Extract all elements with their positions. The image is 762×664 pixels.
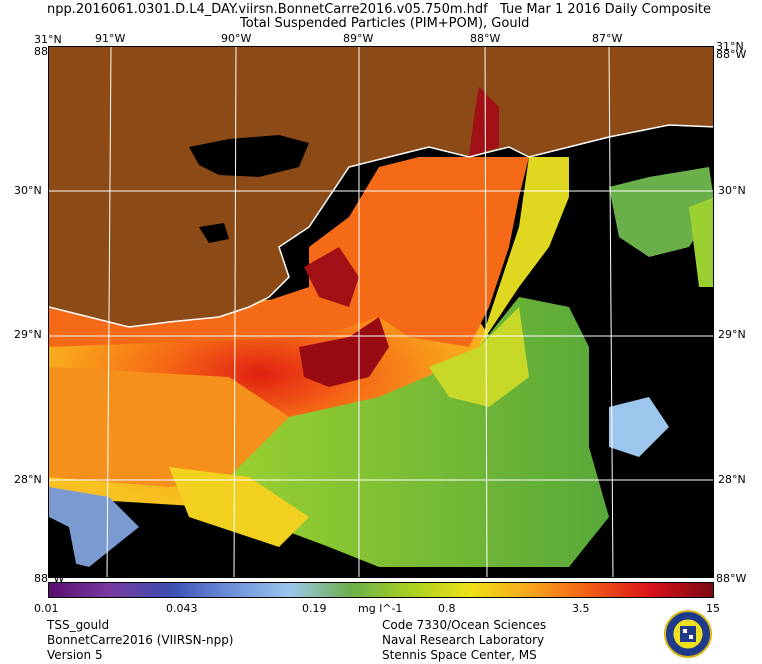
far-east-patch — [689, 197, 713, 287]
yellow-transition-water — [479, 157, 569, 347]
nodata-southwest — [49, 517, 79, 577]
lat-label-30n-right: 30°N — [718, 184, 746, 197]
mobile-bay — [469, 87, 499, 157]
lat-label-28n-right: 28°N — [718, 473, 746, 486]
lat-label-30n-left: 30°N — [14, 184, 42, 197]
lon-label-91w: 91°W — [95, 32, 126, 45]
footer-version: Version 5 — [47, 648, 103, 662]
graticule — [49, 47, 713, 577]
inland-lake — [199, 223, 229, 243]
breton-sound-plume — [304, 247, 359, 307]
meridian-91w — [106, 47, 112, 577]
corner-lon-bottom-right: 88°W — [716, 572, 747, 585]
meridian-90w — [233, 47, 237, 577]
yellow-patch — [169, 467, 309, 547]
colorbar-tick-4: 3.5 — [572, 602, 590, 615]
footer-product-name: TSS_gould — [47, 618, 110, 632]
eastern-green-patch — [609, 167, 713, 257]
land-mass — [49, 47, 713, 327]
meridian-87w — [608, 47, 614, 577]
colorbar-unit: mg l^-1 — [358, 602, 403, 615]
satellite-map — [49, 47, 713, 577]
footer-location: Stennis Space Center, MS — [382, 648, 537, 662]
colorbar-tick-1: 0.043 — [166, 602, 198, 615]
lat-label-29n-left: 29°N — [14, 328, 42, 341]
lat-label-29n-right: 29°N — [718, 328, 746, 341]
colorbar-tick-5: 15 — [706, 602, 720, 615]
yellow-green-band — [429, 307, 529, 407]
lon-label-88w: 88°W — [470, 32, 501, 45]
southwest-water — [49, 367, 289, 487]
lon-label-87w: 87°W — [592, 32, 623, 45]
product-title: Total Suspended Particles (PIM+POM), Gou… — [240, 16, 530, 31]
date-title: Tue Mar 1 2016 Daily Composite — [500, 2, 712, 17]
footer-org-name: Naval Research Laboratory — [382, 633, 545, 647]
colorbar — [48, 582, 714, 598]
light-blue-patch — [609, 397, 669, 457]
map-panel — [48, 46, 714, 578]
corner-lon-top-right: 88°W — [716, 48, 747, 61]
meridian-88w — [484, 47, 488, 577]
lon-label-90w: 90°W — [221, 32, 252, 45]
coastline — [49, 124, 713, 328]
river-mouth-plume — [299, 317, 389, 387]
lon-label-89w: 89°W — [343, 32, 374, 45]
colorbar-tick-2: 0.19 — [302, 602, 327, 615]
colorbar-tick-0: 0.01 — [34, 602, 59, 615]
nrl-logo-icon — [664, 610, 712, 658]
lake-pontchartrain — [189, 135, 309, 177]
colorbar-tick-3: 0.8 — [438, 602, 456, 615]
corner-lat-top-left: 31°N — [34, 33, 62, 46]
lat-label-28n-left: 28°N — [14, 473, 42, 486]
corner-lat-top-right: 31°N — [716, 40, 744, 53]
nearshore-water — [49, 157, 529, 347]
footer-org-code: Code 7330/Ocean Sciences — [382, 618, 547, 632]
footer-region: BonnetCarre2016 (VIIRSN-npp) — [47, 633, 234, 647]
filename-title: npp.2016061.0301.D.L4_DAY.viirsn.BonnetC… — [47, 2, 488, 17]
